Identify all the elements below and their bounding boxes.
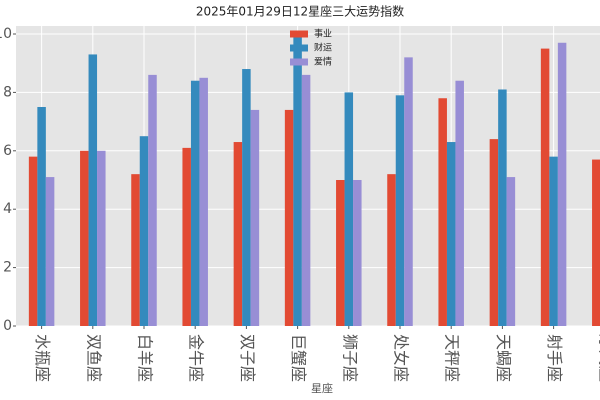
legend-label: 爱情: [314, 56, 332, 68]
x-tick-label: 双子座: [238, 334, 257, 382]
bar: [190, 80, 200, 326]
bar: [489, 139, 499, 326]
x-tick-label: 处女座: [392, 334, 411, 382]
x-tick-label: 白羊座: [136, 334, 155, 382]
y-tick-label: 4: [3, 201, 12, 217]
y-tick-label: 10: [0, 26, 12, 42]
bar: [592, 159, 600, 326]
bar: [498, 89, 507, 326]
bar: [387, 174, 396, 326]
bar: [404, 57, 413, 327]
bar: [199, 77, 208, 326]
bar: [438, 98, 447, 327]
y-tick-label: 6: [3, 143, 12, 159]
legend-swatch: [290, 30, 308, 38]
bar: [139, 136, 149, 326]
bar: [80, 150, 89, 326]
bar: [182, 147, 191, 326]
legend-label: 事业: [314, 28, 332, 40]
bar: [506, 177, 516, 326]
x-tick-label: 天蝎座: [494, 334, 513, 382]
bar: [148, 74, 157, 326]
bar: [301, 74, 311, 326]
bar: [97, 150, 106, 326]
chart-title: 2025年01月29日12星座三大运势指数: [196, 4, 404, 19]
bar: [131, 174, 140, 326]
bar: [549, 156, 558, 326]
legend-label: 财运: [314, 42, 332, 54]
x-tick-label: 水瓶座: [33, 334, 52, 382]
bar: [557, 42, 567, 326]
bar: [353, 180, 362, 326]
y-tick-label: 2: [3, 260, 12, 276]
bar: [446, 142, 456, 326]
x-tick-label: 天秤座: [443, 334, 462, 382]
x-tick-label: 狮子座: [340, 334, 359, 382]
bar: [250, 109, 260, 326]
bar: [336, 180, 345, 326]
legend-swatch: [290, 58, 308, 66]
y-tick-label: 8: [3, 84, 12, 100]
x-tick-label: 射手座: [545, 334, 564, 382]
bar: [45, 177, 55, 326]
x-tick-label: 摩羯座: [596, 334, 600, 382]
x-tick-label: 巨蟹座: [289, 334, 308, 382]
bar: [455, 80, 464, 326]
bar: [395, 95, 405, 326]
bar: [540, 48, 550, 326]
bar: [37, 107, 46, 326]
y-tick-label: 0: [3, 318, 12, 334]
bar: [344, 92, 354, 327]
legend-swatch: [290, 44, 308, 52]
bar: [293, 36, 302, 327]
bar: [284, 109, 294, 326]
bar: [242, 69, 251, 326]
bar: [28, 156, 38, 326]
x-axis-label: 星座: [311, 381, 333, 395]
bar: [233, 142, 243, 326]
x-tick-label: 双鱼座: [84, 334, 103, 382]
bar: [88, 54, 98, 326]
x-tick-label: 金牛座: [187, 334, 206, 382]
